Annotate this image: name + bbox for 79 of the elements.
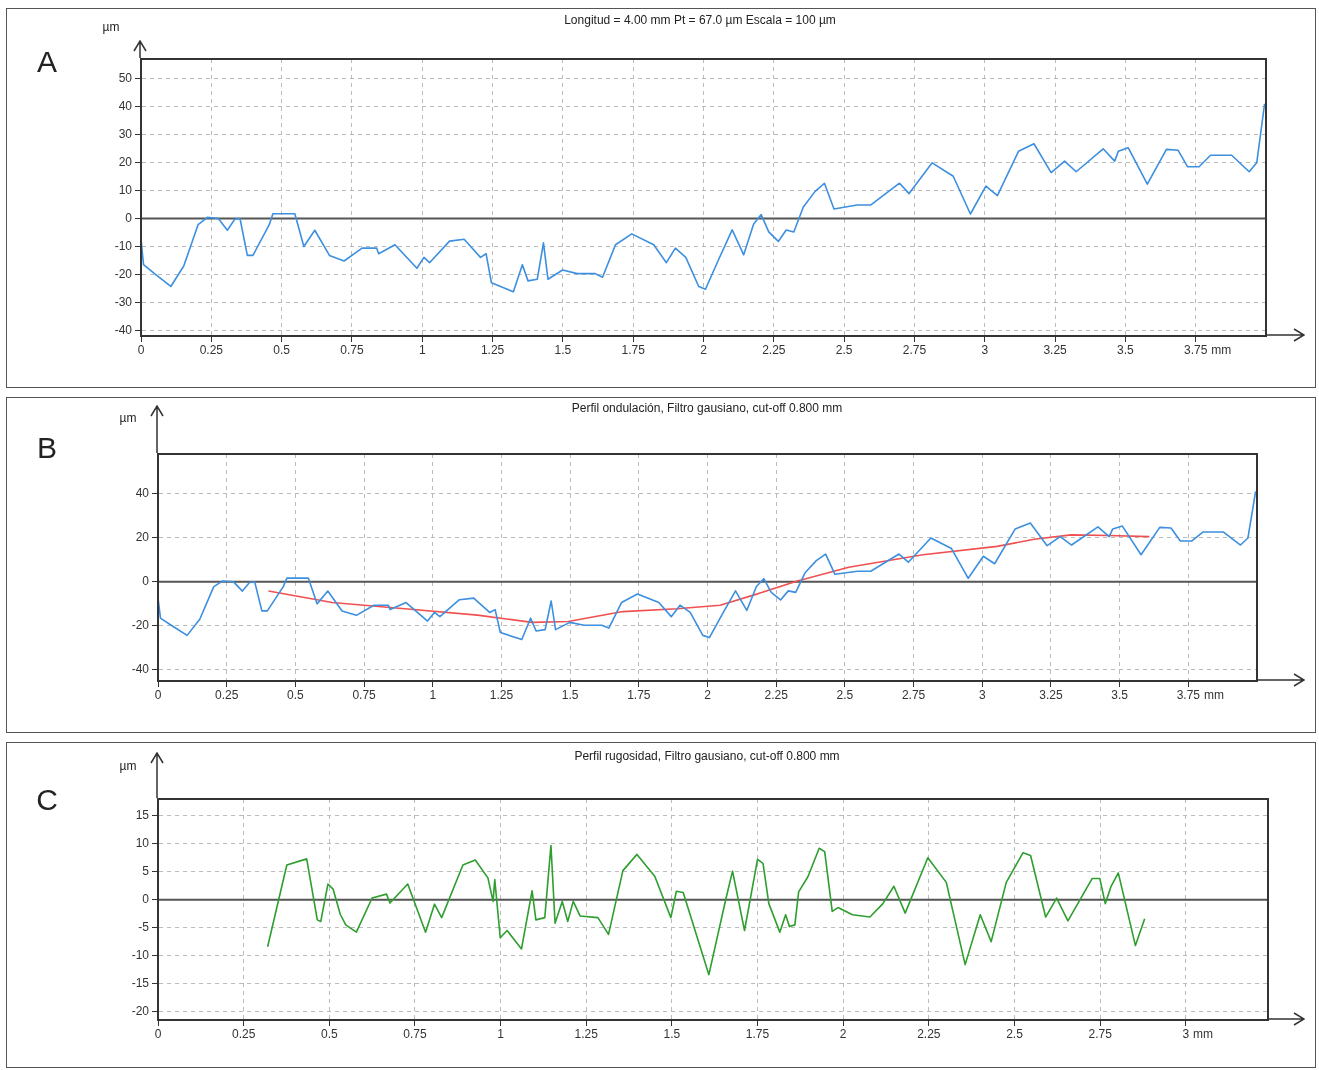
x-tick-label: 2.75	[901, 688, 926, 703]
x-tick-label: 1	[497, 1027, 505, 1042]
x-tick-label: 3	[1182, 1027, 1190, 1042]
x-tick-label: 1	[429, 688, 437, 703]
x-tick-label: 0.75	[352, 688, 377, 703]
x-tick-label: 0	[154, 1027, 162, 1042]
x-tick-label: 0.5	[287, 688, 305, 703]
y-tick-label: -20	[131, 618, 150, 633]
y-tick-label: 10	[135, 836, 150, 851]
x-tick-label: 0.25	[231, 1027, 256, 1042]
x-tick-label: 2.25	[917, 1027, 941, 1042]
x-tick-label: 1.75	[621, 343, 646, 358]
y-tick-label: 10	[118, 182, 133, 197]
x-tick-label: 3.75	[1176, 688, 1201, 703]
chart-title: Longitud = 4.00 mm Pt = 67.0 µm Escala = 100 µm	[564, 13, 836, 27]
x-tick-label: 0.75	[403, 1027, 427, 1042]
y-tick-label: -40	[114, 322, 133, 337]
y-tick-label: -20	[131, 1003, 150, 1018]
x-tick-label: 0.25	[199, 343, 224, 358]
chart-title: Perfil ondulación, Filtro gausiano, cut-off 0.800 mm	[571, 401, 843, 415]
y-tick-label: 40	[135, 485, 150, 500]
y-axis-title: µm	[119, 759, 137, 773]
x-tick-label: 1.25	[489, 688, 514, 703]
x-tick-label: 2.25	[762, 343, 786, 358]
y-axis-title: µm	[102, 20, 120, 34]
x-tick-label: 1	[418, 343, 426, 358]
x-tick-label: 3.25	[1043, 343, 1068, 358]
y-tick-label: -5	[138, 920, 150, 934]
text: C	[36, 783, 58, 817]
x-tick-label: 2.25	[764, 688, 789, 703]
x-tick-label: 1.25	[480, 343, 505, 358]
text: A	[36, 45, 58, 79]
x-tick-label: 2	[700, 343, 708, 358]
x-axis-title: mm	[1203, 688, 1224, 703]
y-tick-label: 5	[142, 864, 150, 879]
chart-title: Perfil rugosidad, Filtro gausiano, cut-off 0.800 mm	[574, 749, 840, 763]
y-tick-label: -30	[114, 294, 133, 309]
y-tick-label: -10	[131, 947, 150, 962]
x-tick-label: 3.5	[1111, 688, 1129, 703]
y-tick-label: -15	[131, 975, 150, 990]
x-tick-label: 2.5	[836, 688, 854, 703]
y-tick-label: 50	[118, 70, 133, 85]
y-tick-label: 30	[118, 126, 133, 141]
x-tick-label: 0.25	[215, 688, 239, 703]
y-tick-label: -20	[114, 266, 133, 281]
y-tick-label: 0	[125, 210, 133, 225]
x-tick-label: 2	[704, 688, 712, 703]
x-tick-label: 0.5	[273, 343, 291, 358]
y-tick-label: -40	[131, 662, 150, 677]
x-tick-label: 3.25	[1039, 688, 1063, 703]
x-tick-label: 2.5	[835, 343, 853, 358]
x-tick-label: 2.75	[902, 343, 927, 358]
x-tick-label: 0.5	[320, 1027, 338, 1042]
x-tick-label: 1.5	[561, 688, 579, 703]
x-tick-label: 1.75	[745, 1027, 770, 1042]
x-tick-label: 1.75	[627, 688, 651, 703]
x-tick-label: 2	[839, 1027, 847, 1042]
y-tick-label: 0	[142, 892, 150, 907]
text: B	[36, 431, 58, 465]
y-axis-title: µm	[119, 411, 137, 425]
x-tick-label: 3.75	[1184, 343, 1208, 358]
x-tick-label: 1.5	[663, 1027, 681, 1042]
y-tick-label: -10	[114, 238, 133, 253]
x-axis-title: mm	[1193, 1027, 1214, 1042]
y-tick-label: 20	[118, 154, 133, 169]
y-tick-label: 0	[142, 574, 150, 589]
y-tick-label: 15	[135, 808, 150, 823]
x-tick-label: 3	[981, 343, 989, 358]
y-tick-label: 40	[118, 98, 133, 113]
x-tick-label: 2.75	[1088, 1027, 1113, 1042]
x-tick-label: 1.25	[574, 1027, 599, 1042]
x-tick-label: 0.75	[340, 343, 364, 358]
x-axis-title: mm	[1211, 343, 1232, 358]
x-tick-label: 0	[154, 688, 162, 703]
x-tick-label: 3.5	[1117, 343, 1135, 358]
x-tick-label: 2.5	[1006, 1027, 1024, 1042]
y-tick-label: 20	[135, 530, 150, 545]
x-tick-label: 3	[978, 688, 986, 703]
x-tick-label: 1.5	[554, 343, 572, 358]
